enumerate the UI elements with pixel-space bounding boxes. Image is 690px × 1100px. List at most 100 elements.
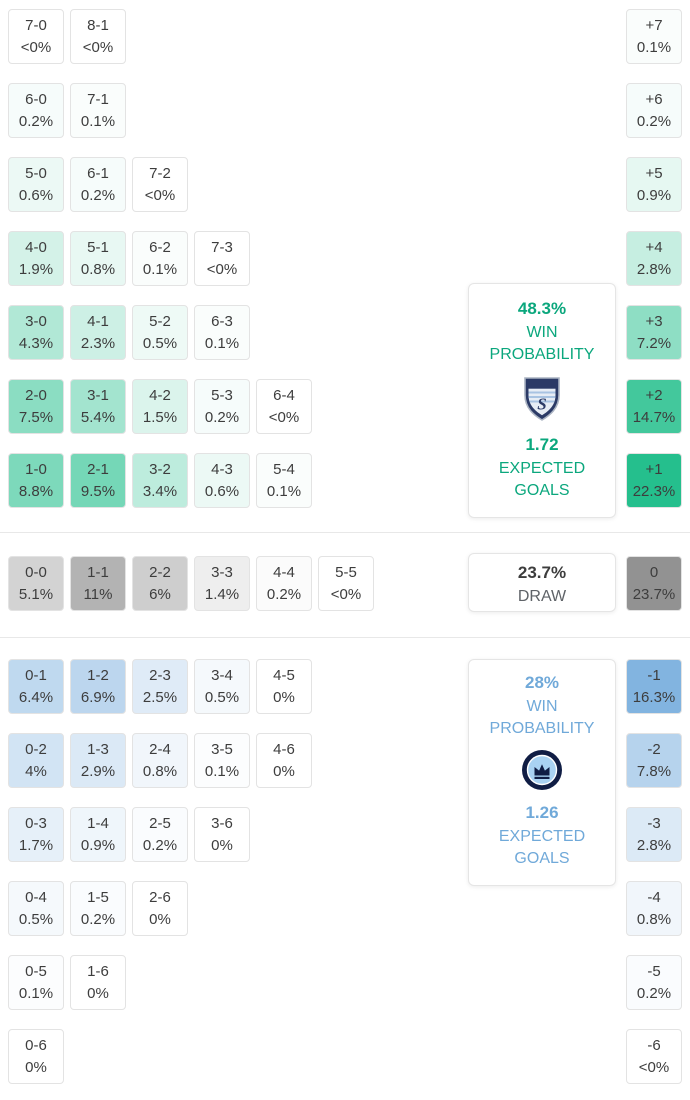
cell-probability: 1.7%: [18, 836, 54, 854]
score-cell-4-3: 4-3 0.6%: [194, 453, 250, 508]
home-expected-goals-value: 1.72: [525, 435, 559, 454]
score-cell-6-0: 6-0 0.2%: [8, 83, 64, 138]
margin-cell-+1: +1 22.3%: [626, 453, 682, 508]
margin-cell-+4: +4 2.8%: [626, 231, 682, 286]
score-cell-2-3: 2-3 2.5%: [132, 659, 188, 714]
draw-summary-card: 23.7% DRAW: [468, 553, 616, 612]
cell-probability: 0.5%: [18, 910, 54, 928]
cell-score: 6-4: [273, 386, 295, 404]
score-cell-1-1: 1-1 11%: [70, 556, 126, 611]
cell-score: 5-4: [273, 460, 295, 478]
score-cell-5-5: 5-5 <0%: [318, 556, 374, 611]
cell-probability: 0%: [273, 762, 295, 780]
svg-text:S: S: [537, 395, 546, 414]
score-cell-0-5: 0-5 0.1%: [8, 955, 64, 1010]
cell-probability: 0.1%: [80, 112, 116, 130]
cell-probability: 0.8%: [142, 762, 178, 780]
score-cell-4-1: 4-1 2.3%: [70, 305, 126, 360]
margin-cell--2: -2 7.8%: [626, 733, 682, 788]
cell-probability: 0.2%: [80, 186, 116, 204]
score-cell-3-4: 3-4 0.5%: [194, 659, 250, 714]
cell-score: 4-0: [25, 238, 47, 256]
cell-score: 2-1: [87, 460, 109, 478]
cell-probability: 0.2%: [204, 408, 240, 426]
score-cell-5-1: 5-1 0.8%: [70, 231, 126, 286]
score-cell-6-1: 6-1 0.2%: [70, 157, 126, 212]
cell-score: -1: [647, 666, 661, 684]
score-cell-5-0: 5-0 0.6%: [8, 157, 64, 212]
home-win-probability-value: 48.3%: [517, 299, 567, 318]
cell-score: 4-2: [149, 386, 171, 404]
score-cell-0-3: 0-3 1.7%: [8, 807, 64, 862]
cell-score: 6-0: [25, 90, 47, 108]
draw-label: DRAW: [517, 588, 567, 605]
cell-score: 2-5: [149, 814, 171, 832]
cell-score: 7-2: [149, 164, 171, 182]
cell-probability: 0%: [273, 688, 295, 706]
score-cell-4-5: 4-5 0%: [256, 659, 312, 714]
cell-probability: 0.2%: [636, 112, 672, 130]
cell-score: 1-2: [87, 666, 109, 684]
score-cell-1-2: 1-2 6.9%: [70, 659, 126, 714]
cell-score: 1-0: [25, 460, 47, 478]
cell-score: 3-5: [211, 740, 233, 758]
cell-score: 5-3: [211, 386, 233, 404]
draw-section-divider-bottom: [0, 637, 690, 638]
cell-probability: 0.1%: [204, 334, 240, 352]
score-cell-0-4: 0-4 0.5%: [8, 881, 64, 936]
home-win-probability-label: WIN PROBABILITY: [489, 324, 595, 363]
cell-probability: 16.3%: [632, 688, 676, 706]
cell-score: 7-1: [87, 90, 109, 108]
score-cell-4-6: 4-6 0%: [256, 733, 312, 788]
cell-score: 2-2: [149, 563, 171, 581]
cell-probability: 0.8%: [636, 910, 672, 928]
cell-probability: 0.2%: [80, 910, 116, 928]
cell-score: 1-1: [87, 563, 109, 581]
score-cell-4-2: 4-2 1.5%: [132, 379, 188, 434]
cell-probability: 0.5%: [204, 688, 240, 706]
cell-probability: 4.3%: [18, 334, 54, 352]
cell-probability: 0.6%: [18, 186, 54, 204]
cell-probability: 9.5%: [80, 482, 116, 500]
cell-score: 2-3: [149, 666, 171, 684]
cell-probability: 0.2%: [266, 585, 302, 603]
cell-score: 2-0: [25, 386, 47, 404]
cell-score: 0: [649, 563, 659, 581]
cell-probability: 2.8%: [636, 836, 672, 854]
cell-score: 0-4: [25, 888, 47, 906]
cell-probability: <0%: [268, 408, 300, 426]
cell-score: 2-6: [149, 888, 171, 906]
cell-score: 3-3: [211, 563, 233, 581]
score-cell-0-2: 0-2 4%: [8, 733, 64, 788]
cell-score: 7-3: [211, 238, 233, 256]
cell-probability: 0.9%: [636, 186, 672, 204]
cell-probability: 2.8%: [636, 260, 672, 278]
score-cell-2-4: 2-4 0.8%: [132, 733, 188, 788]
cell-probability: 0.1%: [266, 482, 302, 500]
score-cell-6-4: 6-4 <0%: [256, 379, 312, 434]
score-cell-3-0: 3-0 4.3%: [8, 305, 64, 360]
cell-score: +7: [645, 16, 663, 34]
cell-score: 4-5: [273, 666, 295, 684]
cell-score: 6-1: [87, 164, 109, 182]
cell-score: 0-1: [25, 666, 47, 684]
cell-probability: 0.5%: [142, 334, 178, 352]
home-expected-goals-label: EXPECTED GOALS: [498, 460, 586, 499]
cell-probability: 22.3%: [632, 482, 676, 500]
cell-probability: 0.6%: [204, 482, 240, 500]
margin-cell--3: -3 2.8%: [626, 807, 682, 862]
cell-score: +6: [645, 90, 663, 108]
cell-score: 5-0: [25, 164, 47, 182]
cell-probability: 11%: [83, 585, 113, 603]
cell-probability: 5.4%: [80, 408, 116, 426]
score-cell-4-4: 4-4 0.2%: [256, 556, 312, 611]
cell-probability: <0%: [206, 260, 238, 278]
cell-score: 5-5: [335, 563, 357, 581]
cell-score: 7-0: [25, 16, 47, 34]
cell-probability: 0%: [211, 836, 233, 854]
margin-cell-+7: +7 0.1%: [626, 9, 682, 64]
margin-cell--6: -6 <0%: [626, 1029, 682, 1084]
away-win-summary-card: 28% WIN PROBABILITY 1.26 EXPECTED GOALS: [468, 659, 616, 886]
cell-score: 4-1: [87, 312, 109, 330]
